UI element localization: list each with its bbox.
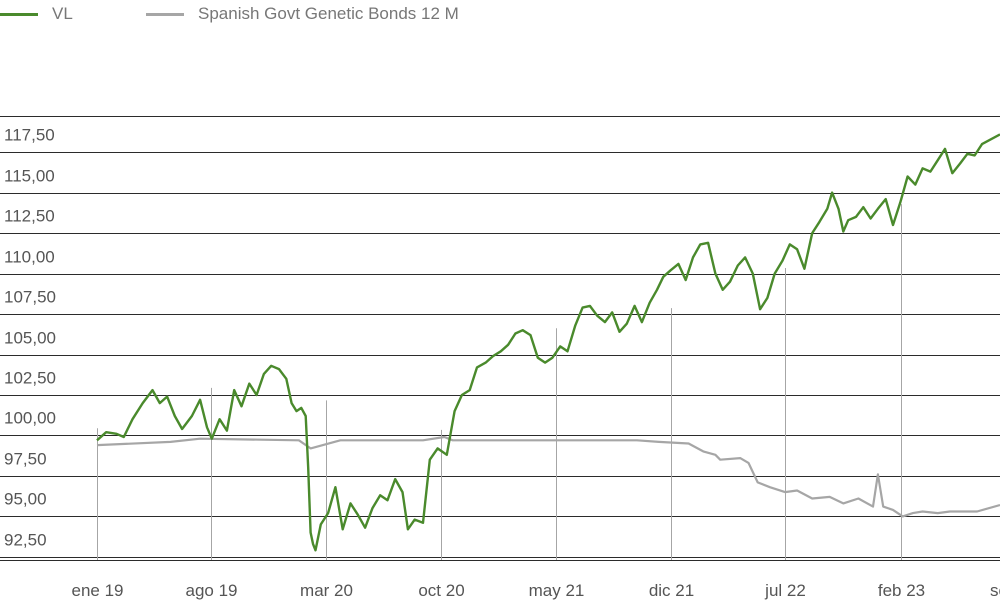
x-tick-label: ago 19 <box>186 581 238 600</box>
y-tick-label: 107,50 <box>4 288 56 307</box>
x-tick-labels: ene 19 ago 19 mar 20 oct 20 may 21 dic 21 jul … <box>72 581 1000 600</box>
y-tick-label: 105,00 <box>4 329 56 348</box>
y-tick-label: 112,50 <box>4 207 55 226</box>
legend-label-bonds: Spanish Govt Genetic Bonds 12 M <box>198 4 459 23</box>
y-tick-label: 100,00 <box>4 409 56 428</box>
x-tick-label: feb 23 <box>878 581 925 600</box>
series-line-bonds <box>96 435 1000 518</box>
legend-item-vl: VL <box>0 4 73 24</box>
x-tick-label: dic 21 <box>649 581 694 600</box>
y-tick-label: 102,50 <box>4 369 56 388</box>
vertical-guides <box>97 204 902 560</box>
series-layer <box>96 133 1000 552</box>
x-tick-label: sep 23 <box>990 581 1000 600</box>
legend-swatch-vl <box>0 12 38 16</box>
x-tick-label: ene 19 <box>72 581 124 600</box>
y-tick-label: 110,00 <box>4 248 55 267</box>
series-line-vl <box>96 133 1000 552</box>
y-tick-label: 92,50 <box>4 531 47 550</box>
y-tick-label: 117,50 <box>4 126 55 145</box>
x-tick-label: may 21 <box>529 581 585 600</box>
y-tick-label: 115,00 <box>4 167 55 186</box>
x-tick-label: oct 20 <box>418 581 464 600</box>
y-tick-labels: 92,50 95,00 97,50 100,00 102,50 105,00 107,50 1… <box>4 126 56 550</box>
grid-lines <box>0 116 1000 561</box>
legend-swatch-bonds <box>146 12 184 16</box>
legend-item-bonds: Spanish Govt Genetic Bonds 12 M <box>146 4 459 24</box>
chart-legend: VL Spanish Govt Genetic Bonds 12 M <box>0 0 1000 30</box>
y-tick-label: 97,50 <box>4 450 47 469</box>
x-tick-label: mar 20 <box>300 581 353 600</box>
legend-label-vl: VL <box>52 4 73 23</box>
y-tick-label: 95,00 <box>4 490 47 509</box>
x-tick-label: jul 22 <box>764 581 806 600</box>
